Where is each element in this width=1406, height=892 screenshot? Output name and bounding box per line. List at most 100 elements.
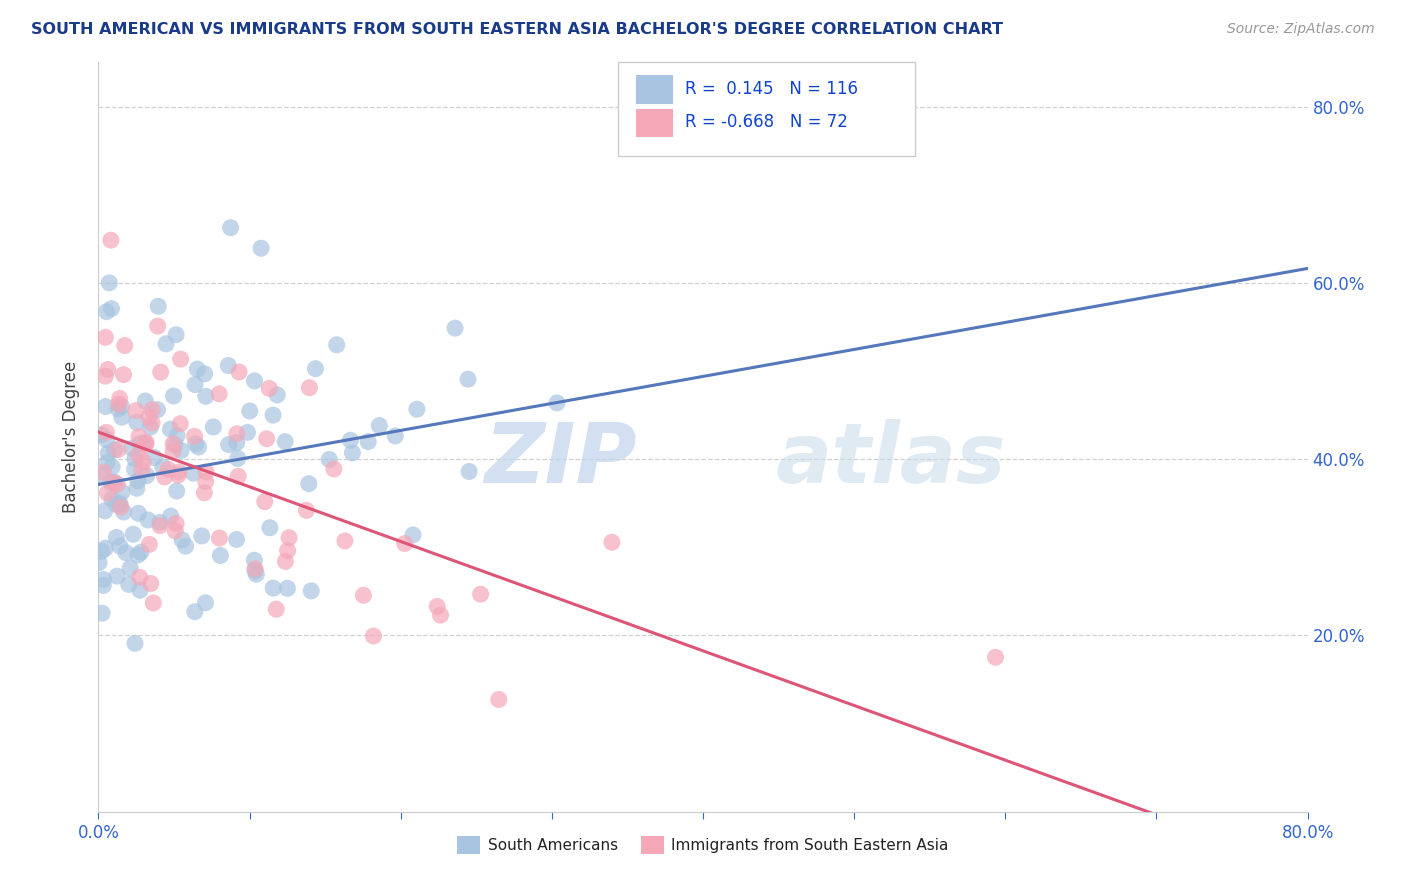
Point <box>228 365 250 379</box>
Point <box>194 596 217 610</box>
Point <box>142 596 165 610</box>
Point <box>97 362 120 376</box>
Point <box>127 474 149 488</box>
Point <box>190 529 212 543</box>
Point <box>295 503 318 517</box>
Point <box>108 499 131 513</box>
Point <box>219 220 242 235</box>
Point <box>339 434 361 448</box>
Point <box>167 468 190 483</box>
Point <box>90 427 112 442</box>
Point <box>243 374 266 388</box>
Point <box>457 372 479 386</box>
Point <box>368 418 391 433</box>
Point <box>132 455 155 469</box>
Point <box>128 429 150 443</box>
Point <box>103 442 125 457</box>
Point <box>243 553 266 567</box>
Point <box>146 319 169 334</box>
Point <box>98 276 121 290</box>
Point <box>141 402 163 417</box>
Point <box>243 564 266 578</box>
Point <box>131 462 153 476</box>
Point <box>194 367 217 381</box>
Point <box>406 402 429 417</box>
Point <box>363 629 385 643</box>
Point <box>208 531 231 545</box>
Point <box>110 500 132 515</box>
Point <box>218 437 240 451</box>
Point <box>122 527 145 541</box>
Point <box>141 416 163 430</box>
Point <box>136 513 159 527</box>
Point <box>94 400 117 414</box>
Point <box>124 462 146 476</box>
Point <box>159 422 181 436</box>
Point <box>162 437 184 451</box>
Point <box>165 524 187 538</box>
Point <box>108 392 131 406</box>
Point <box>127 548 149 562</box>
Point <box>172 533 194 547</box>
Point <box>208 387 231 401</box>
Point <box>108 497 131 511</box>
Point <box>394 536 416 550</box>
FancyBboxPatch shape <box>619 62 915 156</box>
Point <box>128 570 150 584</box>
Point <box>167 465 190 479</box>
Point <box>458 465 481 479</box>
Point <box>183 466 205 480</box>
Point <box>103 475 125 490</box>
Point <box>105 569 128 583</box>
Point <box>384 429 406 443</box>
Point <box>124 636 146 650</box>
Point <box>96 425 118 440</box>
Point <box>159 509 181 524</box>
Point <box>166 483 188 498</box>
Point <box>226 451 249 466</box>
Point <box>127 448 149 462</box>
Point <box>357 434 380 449</box>
Point <box>262 581 284 595</box>
Point <box>194 475 217 489</box>
Point <box>352 588 374 602</box>
Point <box>225 426 247 441</box>
Point <box>139 576 162 591</box>
Point <box>187 440 209 454</box>
FancyBboxPatch shape <box>637 109 672 137</box>
Point <box>183 429 205 443</box>
Text: atlas: atlas <box>776 419 1007 500</box>
Point <box>299 583 322 598</box>
Text: SOUTH AMERICAN VS IMMIGRANTS FROM SOUTH EASTERN ASIA BACHELOR'S DEGREE CORRELATI: SOUTH AMERICAN VS IMMIGRANTS FROM SOUTH … <box>31 22 1002 37</box>
Point <box>105 497 128 511</box>
Point <box>322 462 344 476</box>
Point <box>262 408 284 422</box>
Point <box>162 444 184 458</box>
Point <box>169 352 191 367</box>
Text: Source: ZipAtlas.com: Source: ZipAtlas.com <box>1227 22 1375 37</box>
Point <box>600 535 623 549</box>
Point <box>250 241 273 255</box>
Point <box>546 396 568 410</box>
Text: R =  0.145   N = 116: R = 0.145 N = 116 <box>685 79 858 97</box>
Point <box>304 361 326 376</box>
Point <box>984 650 1007 665</box>
Point <box>91 606 114 620</box>
Point <box>149 516 172 530</box>
Point <box>97 446 120 460</box>
Point <box>169 417 191 431</box>
Point <box>103 475 125 490</box>
Point <box>114 338 136 352</box>
Point <box>184 437 207 451</box>
Point <box>157 462 180 476</box>
Point <box>146 402 169 417</box>
Point <box>174 539 197 553</box>
Point <box>94 369 117 384</box>
Point <box>139 420 162 434</box>
Point <box>94 504 117 518</box>
Point <box>108 539 131 553</box>
Point <box>166 428 188 442</box>
Text: ZIP: ZIP <box>484 419 637 500</box>
Point <box>165 327 187 342</box>
Point <box>110 399 132 413</box>
